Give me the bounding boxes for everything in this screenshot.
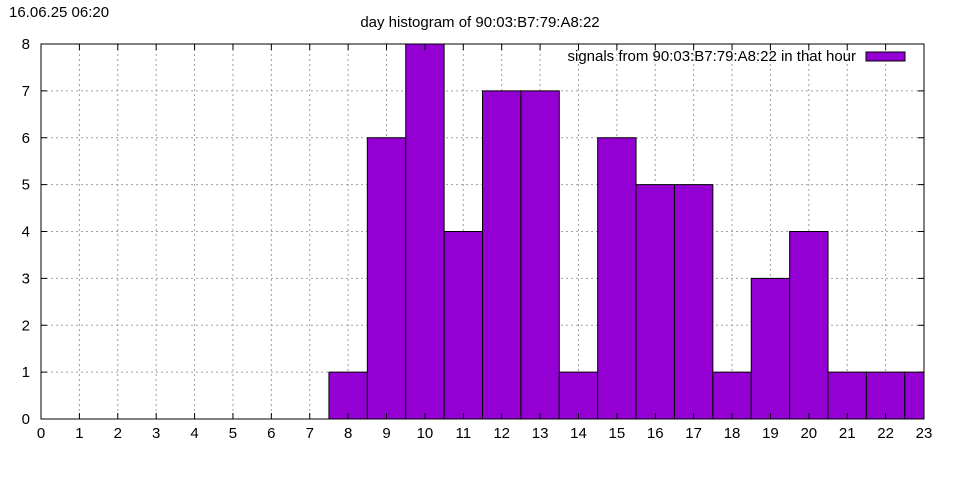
bar-hour-13 [520, 90, 560, 420]
y-tick-label: 2 [22, 317, 30, 334]
x-tick-label: 1 [75, 425, 83, 442]
x-tick-label: 5 [229, 425, 237, 442]
x-tick-label: 3 [152, 425, 160, 442]
bar-hour-11 [443, 231, 484, 420]
legend-label: signals from 90:03:B7:79:A8:22 in that h… [567, 48, 856, 65]
x-tick-label: 9 [382, 425, 390, 442]
y-tick-label: 0 [22, 411, 30, 428]
bar-hour-21 [827, 371, 867, 420]
y-tick-label: 3 [22, 270, 30, 287]
bar-hour-10 [405, 43, 445, 420]
bar-hour-22 [865, 371, 906, 420]
y-tick-label: 6 [22, 130, 30, 147]
legend-swatch [865, 51, 906, 62]
x-tick-label: 8 [344, 425, 352, 442]
bar-hour-8 [328, 371, 368, 420]
x-tick-label: 19 [762, 425, 779, 442]
y-tick-label: 8 [22, 36, 30, 53]
y-tick-label: 4 [22, 224, 30, 241]
bar-hour-12 [482, 90, 522, 420]
legend: signals from 90:03:B7:79:A8:22 in that h… [567, 48, 906, 65]
bar-hour-16 [635, 184, 675, 420]
x-tick-label: 17 [685, 425, 702, 442]
x-tick-label: 18 [724, 425, 741, 442]
bar-hour-20 [789, 231, 829, 420]
bar-hour-23 [904, 371, 925, 420]
y-tick-label: 1 [22, 364, 30, 381]
y-tick-label: 7 [22, 83, 30, 100]
x-tick-label: 0 [37, 425, 45, 442]
y-tick-label: 5 [22, 177, 30, 194]
bar-hour-18 [712, 371, 752, 420]
bar-hour-14 [558, 371, 599, 420]
x-tick-label: 10 [417, 425, 434, 442]
timestamp: 16.06.25 06:20 [9, 4, 110, 21]
x-tick-label: 4 [190, 425, 198, 442]
x-tick-label: 14 [570, 425, 587, 442]
x-tick-label: 11 [456, 425, 472, 442]
x-tick-label: 7 [306, 425, 314, 442]
x-tick-label: 2 [114, 425, 122, 442]
bar-hour-17 [673, 184, 714, 420]
x-tick-label: 23 [916, 425, 933, 442]
x-tick-label: 20 [800, 425, 817, 442]
axis-ticks: 0 1 2 3 4 5 6 7 8 9 10 11 12 13 14 15 16 17 18 19 20 21 22 2301… [22, 36, 933, 442]
x-tick-label: 12 [493, 425, 510, 442]
x-tick-label: 21 [839, 425, 856, 442]
bar-hour-9 [366, 137, 407, 420]
x-tick-label: 13 [532, 425, 549, 442]
x-tick-label: 6 [267, 425, 275, 442]
x-tick-label: 16 [647, 425, 664, 442]
chart-title: day histogram of 90:03:B7:79:A8:22 [360, 14, 599, 31]
x-tick-label: 15 [609, 425, 626, 442]
x-tick-label: 22 [877, 425, 894, 442]
bars [328, 43, 925, 420]
bar-hour-19 [750, 277, 791, 420]
bar-hour-15 [597, 137, 637, 420]
